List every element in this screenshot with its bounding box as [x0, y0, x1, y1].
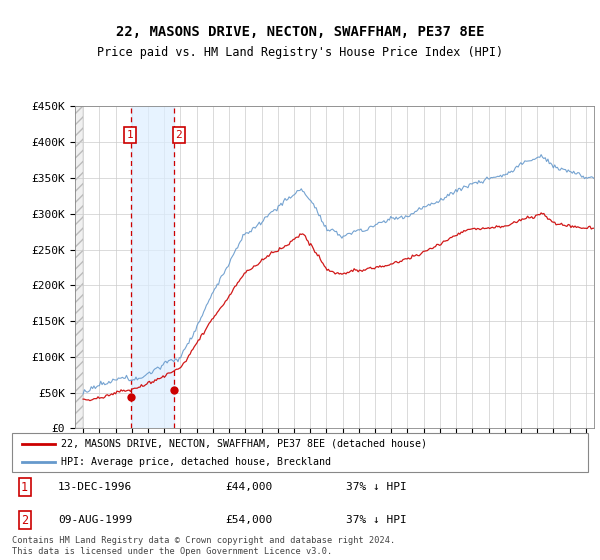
Text: £44,000: £44,000	[225, 482, 272, 492]
Text: 13-DEC-1996: 13-DEC-1996	[58, 482, 133, 492]
Text: 2: 2	[21, 514, 28, 527]
Text: Contains HM Land Registry data © Crown copyright and database right 2024.
This d: Contains HM Land Registry data © Crown c…	[12, 536, 395, 556]
Text: £54,000: £54,000	[225, 515, 272, 525]
Text: 22, MASONS DRIVE, NECTON, SWAFFHAM, PE37 8EE (detached house): 22, MASONS DRIVE, NECTON, SWAFFHAM, PE37…	[61, 438, 427, 449]
Text: 1: 1	[21, 480, 28, 494]
Text: 37% ↓ HPI: 37% ↓ HPI	[346, 482, 407, 492]
Text: HPI: Average price, detached house, Breckland: HPI: Average price, detached house, Brec…	[61, 457, 331, 467]
Text: 2: 2	[176, 130, 182, 140]
Text: Price paid vs. HM Land Registry's House Price Index (HPI): Price paid vs. HM Land Registry's House …	[97, 46, 503, 59]
Text: 37% ↓ HPI: 37% ↓ HPI	[346, 515, 407, 525]
Text: 22, MASONS DRIVE, NECTON, SWAFFHAM, PE37 8EE: 22, MASONS DRIVE, NECTON, SWAFFHAM, PE37…	[116, 25, 484, 39]
Bar	[131, 106, 174, 428]
Text: 09-AUG-1999: 09-AUG-1999	[58, 515, 133, 525]
Text: 1: 1	[127, 130, 134, 140]
